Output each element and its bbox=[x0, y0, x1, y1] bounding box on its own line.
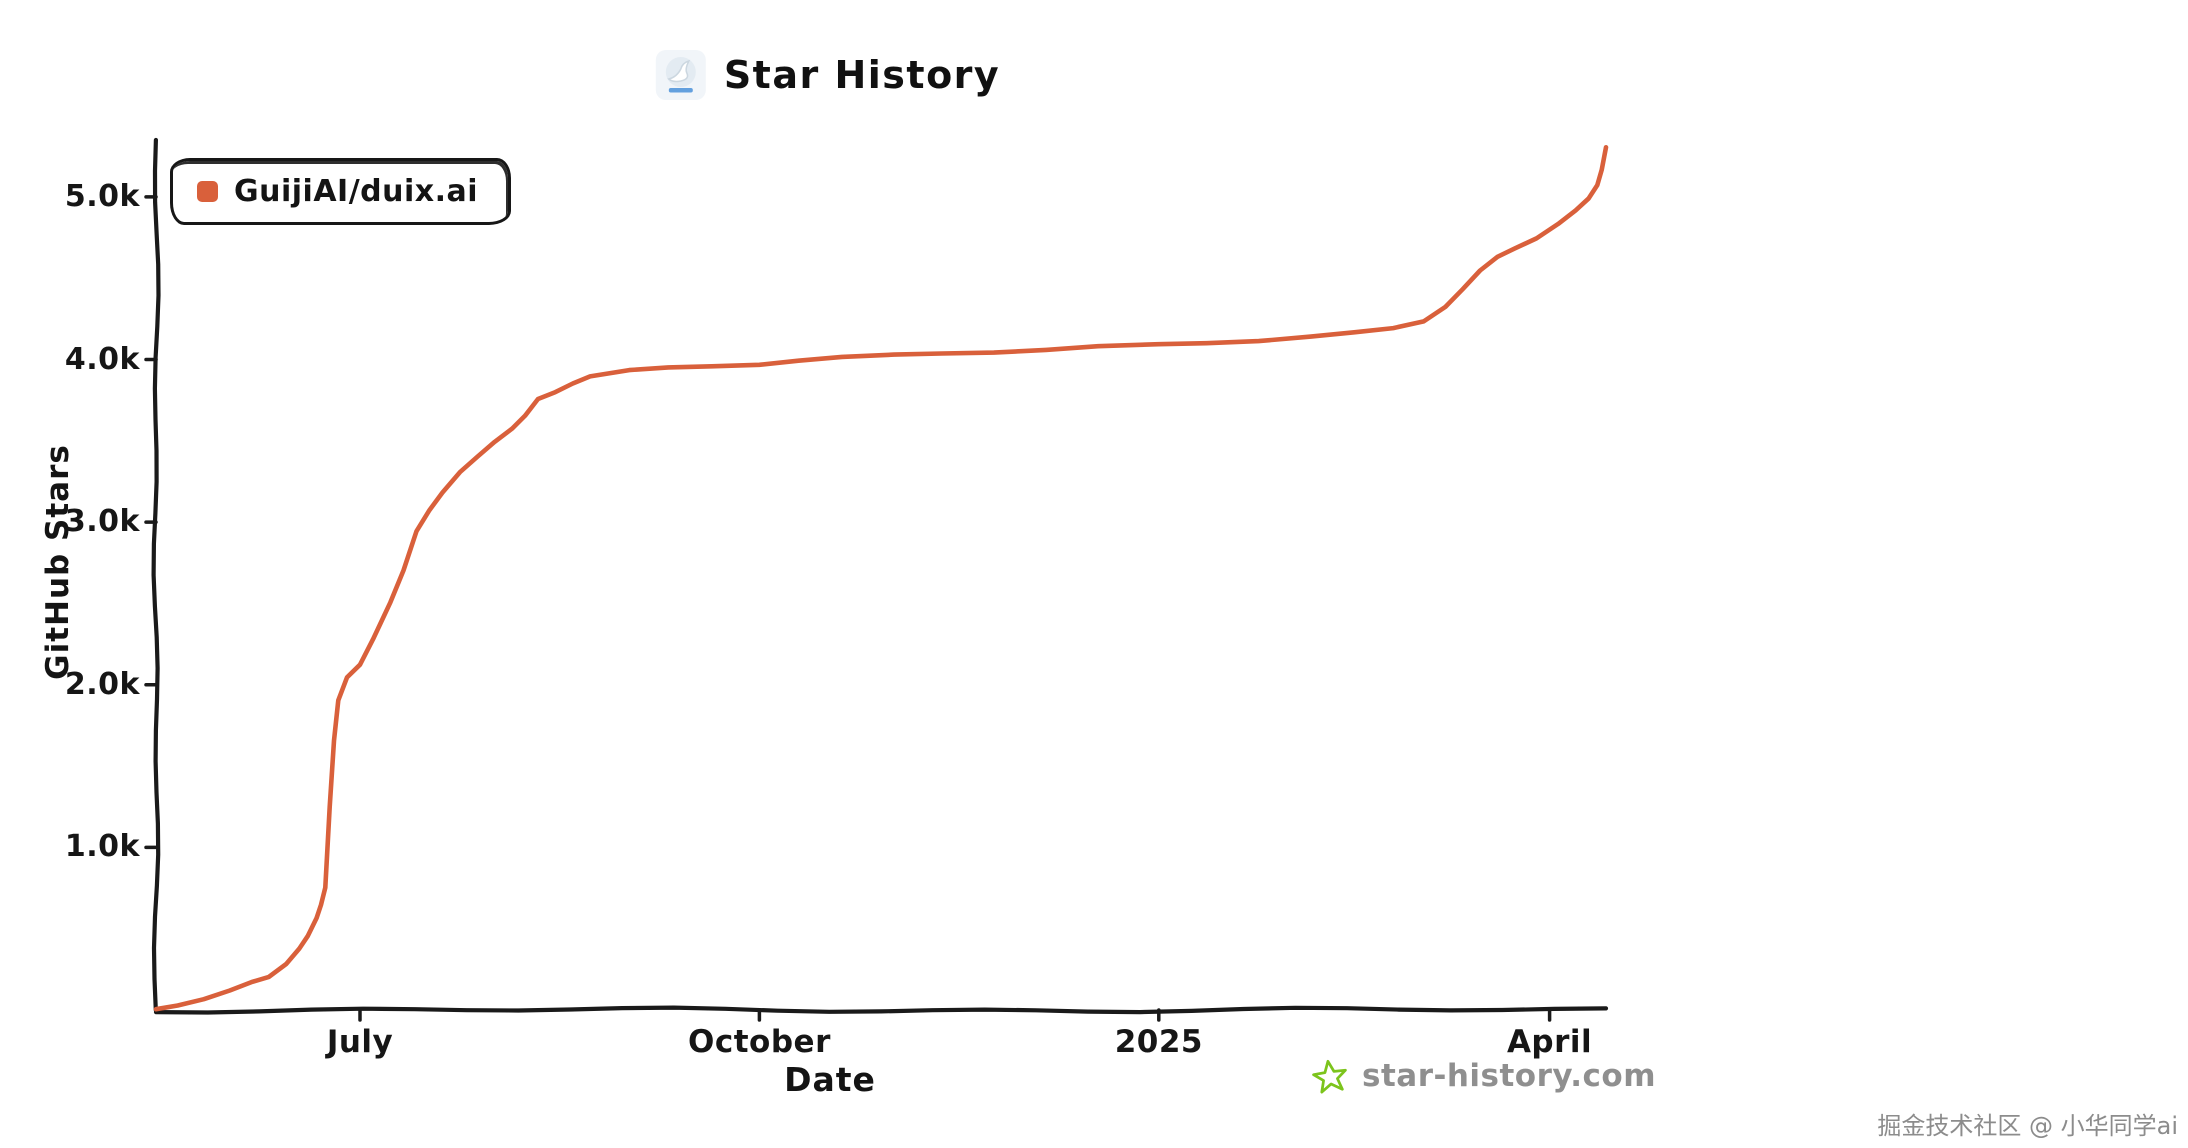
legend-color-swatch bbox=[197, 181, 218, 202]
x-axis-title: Date bbox=[784, 1060, 876, 1099]
green-star-icon bbox=[1312, 1059, 1347, 1094]
x-axis-tick-label: April bbox=[1506, 1024, 1593, 1060]
x-axis-tick-label: October bbox=[688, 1024, 831, 1060]
x-axis-tick-label: July bbox=[326, 1024, 394, 1060]
y-axis-line bbox=[151, 137, 161, 1013]
community-watermark: 掘金技术社区 @ 小华同学ai bbox=[1877, 1112, 2178, 1140]
x-axis-tick-label: 2025 bbox=[1114, 1024, 1203, 1060]
swan-logo-icon bbox=[665, 57, 696, 93]
star-history-custom-logo-icon bbox=[655, 50, 706, 100]
x-axis-line bbox=[153, 1005, 1609, 1015]
y-axis-tick-label: 1.0k bbox=[64, 829, 140, 865]
y-axis-tick-label: 3.0k bbox=[64, 504, 140, 540]
y-axis-tick-label: 4.0k bbox=[64, 341, 140, 377]
y-axis-tick-label: 2.0k bbox=[64, 666, 140, 702]
chart-title-group: Star History bbox=[655, 50, 1001, 100]
y-axis-tick-label: 5.0k bbox=[64, 178, 140, 214]
series-line-guijiai-duix-ai bbox=[153, 145, 1609, 1012]
star-history-brand[interactable]: star-history.com bbox=[1312, 1058, 1656, 1094]
legend-series-label: GuijiAI/duix.ai bbox=[234, 174, 479, 209]
legend[interactable]: GuijiAI/duix.ai bbox=[170, 158, 512, 225]
brand-url: star-history.com bbox=[1362, 1058, 1657, 1094]
page-title: Star History bbox=[723, 53, 1001, 97]
y-axis-title: GitHub Stars bbox=[40, 444, 76, 680]
